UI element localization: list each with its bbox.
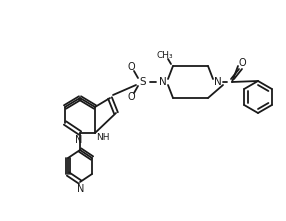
Text: N: N	[77, 184, 85, 194]
Text: O: O	[127, 62, 135, 72]
Text: CH₃: CH₃	[157, 51, 173, 61]
Text: O: O	[238, 58, 246, 68]
Text: N: N	[159, 77, 167, 87]
Text: O: O	[127, 92, 135, 102]
Text: N: N	[214, 77, 222, 87]
Text: S: S	[140, 77, 146, 87]
Text: NH: NH	[96, 133, 110, 141]
Text: N: N	[75, 135, 83, 145]
